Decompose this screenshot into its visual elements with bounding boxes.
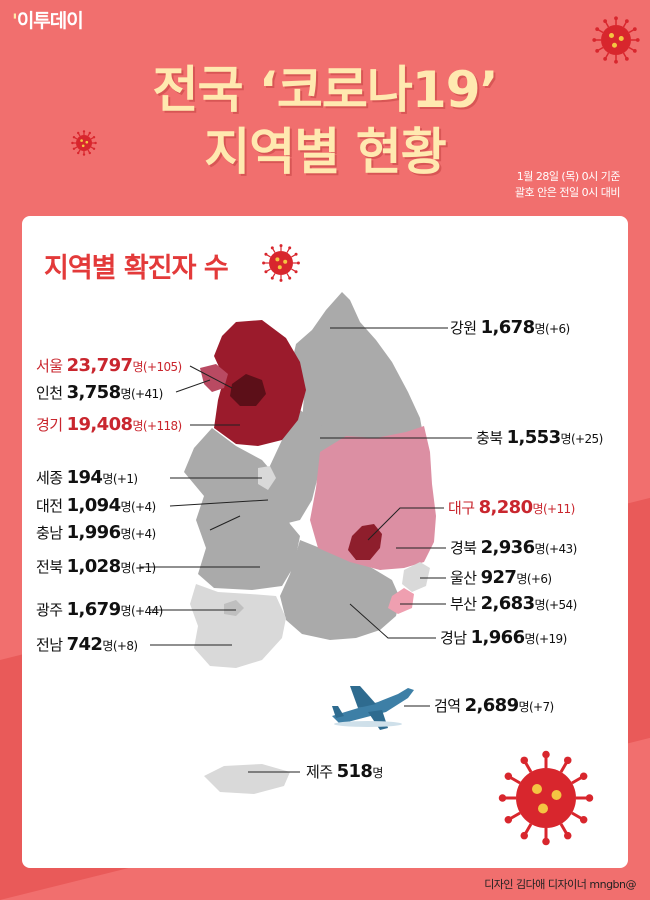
virus-icon bbox=[498, 750, 594, 846]
label-chungnam: 충남 1,996명(+4) bbox=[36, 522, 156, 543]
virus-decorations bbox=[71, 16, 640, 846]
leader-lines bbox=[140, 327, 472, 773]
map-region-gangwon bbox=[290, 292, 424, 448]
label-incheon: 인천 3,758명(+41) bbox=[36, 382, 163, 403]
label-gangwon: 강원 1,678명(+6) bbox=[450, 317, 570, 338]
design-credit: 디자인 김다애 디자이너 mngbn@ bbox=[484, 878, 636, 891]
map-region-jeonnam bbox=[190, 584, 286, 668]
virus-icon bbox=[71, 130, 97, 156]
label-busan: 부산 2,683명(+54) bbox=[450, 593, 577, 614]
label-daejeon: 대전 1,094명(+4) bbox=[36, 495, 156, 516]
virus-icon bbox=[592, 16, 640, 64]
label-seoul: 서울 23,797명(+105) bbox=[36, 355, 182, 376]
basis-date: 1월 28일 (목) 0시 기준 bbox=[516, 170, 621, 183]
label-quarantine: 검역 2,689명(+7) bbox=[434, 695, 554, 716]
map-region-west bbox=[184, 428, 300, 590]
label-jeju: 제주 518명 bbox=[306, 761, 383, 782]
map-region-gyeongbuk bbox=[310, 426, 436, 570]
label-gyeongnam: 경남 1,966명(+19) bbox=[440, 627, 567, 648]
map-region-gyeongnam bbox=[280, 540, 400, 640]
label-jeonnam: 전남 742명(+8) bbox=[36, 634, 138, 655]
label-sejong: 세종 194명(+1) bbox=[36, 467, 138, 488]
title-line-2: 지역별 현황 bbox=[204, 123, 446, 181]
publisher-logo: '이투데이 bbox=[12, 10, 84, 32]
label-jeonbuk: 전북 1,028명(+1) bbox=[36, 556, 156, 577]
map-region-seoul bbox=[230, 374, 266, 406]
section-title: 지역별 확진자 수 bbox=[44, 253, 229, 284]
map-region-busan bbox=[388, 588, 414, 614]
map-region-ulsan bbox=[402, 562, 430, 592]
title-line-1: 전국 ‘코로나19’ bbox=[152, 61, 499, 119]
label-chungbuk: 충북 1,553명(+25) bbox=[476, 427, 603, 448]
map-region-jeju bbox=[204, 764, 290, 794]
map-region-incheon bbox=[200, 364, 228, 392]
virus-icon bbox=[262, 244, 300, 282]
label-daegu: 대구 8,280명(+11) bbox=[448, 497, 575, 518]
basis-note: 괄호 안은 전일 0시 대비 bbox=[514, 186, 621, 199]
label-gyeongbuk: 경북 2,936명(+43) bbox=[450, 537, 577, 558]
airplane-icon bbox=[332, 686, 414, 730]
map-region-daegu bbox=[348, 524, 382, 560]
label-ulsan: 울산 927명(+6) bbox=[450, 567, 552, 588]
map-region-sejong bbox=[258, 466, 276, 490]
label-gyeonggi: 경기 19,408명(+118) bbox=[36, 414, 182, 435]
map-region-gwangju bbox=[224, 600, 244, 616]
label-gwangju: 광주 1,679명(+44) bbox=[36, 599, 163, 620]
